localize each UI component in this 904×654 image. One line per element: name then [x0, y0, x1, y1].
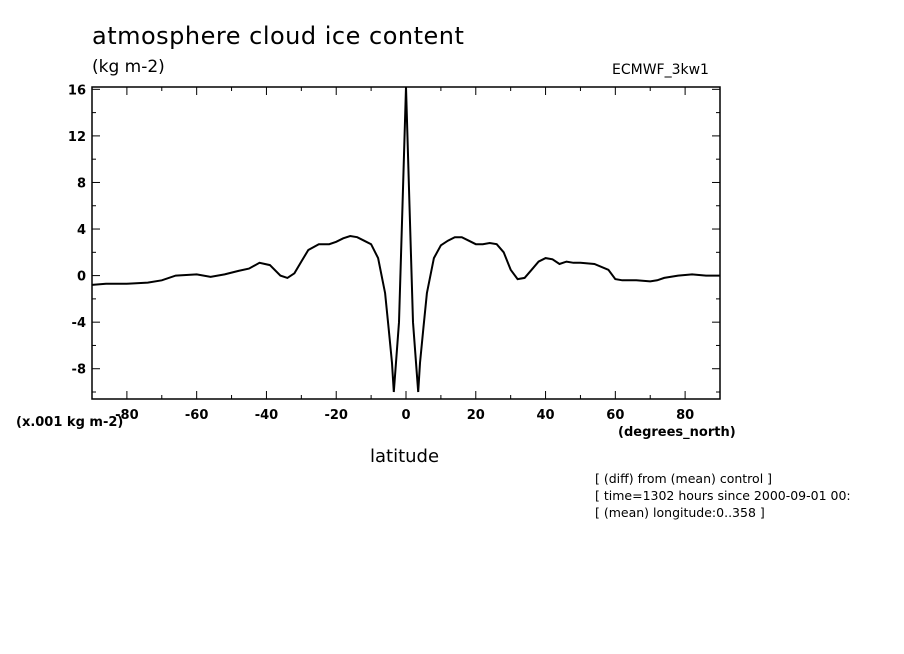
x-tick-label: 40 — [537, 408, 555, 423]
axis-ticks — [91, 87, 721, 399]
info-line-time: [ time=1302 hours since 2000-09-01 00: — [595, 488, 851, 503]
y-tick-label: 4 — [77, 223, 86, 238]
info-line-longitude: [ (mean) longitude:0..358 ] — [595, 505, 765, 520]
x-tick-label: -20 — [324, 408, 348, 423]
x-tick-label: 60 — [606, 408, 624, 423]
dataset-label: ECMWF_3kw1 — [612, 62, 709, 78]
x-tick-label: 20 — [467, 408, 485, 423]
x-tick-label: 80 — [676, 408, 694, 423]
y-axis-units: (kg m-2) — [92, 57, 165, 77]
info-line-diff: [ (diff) from (mean) control ] — [595, 471, 773, 486]
x-axis-label: latitude — [370, 446, 440, 467]
info-block: [ (diff) from (mean) control ] [ time=13… — [595, 470, 851, 521]
chart-title: atmosphere cloud ice content — [92, 22, 465, 50]
y-tick-label: 0 — [77, 270, 86, 285]
x-tick-label: -60 — [185, 408, 209, 423]
plot-frame — [91, 86, 721, 400]
y-tick-label: -4 — [72, 316, 86, 331]
y-tick-label: -8 — [72, 363, 86, 378]
y-axis-scale-label: (x.001 kg m-2) — [16, 415, 124, 430]
x-axis-units: (degrees_north) — [618, 425, 736, 440]
y-tick-label: 16 — [68, 83, 86, 98]
y-tick-label: 8 — [77, 176, 86, 191]
y-tick-label: 12 — [68, 130, 86, 145]
x-tick-label: 0 — [401, 408, 410, 423]
series-line — [91, 86, 720, 393]
x-tick-label: -40 — [255, 408, 279, 423]
x-tick-label: -80 — [115, 408, 139, 423]
